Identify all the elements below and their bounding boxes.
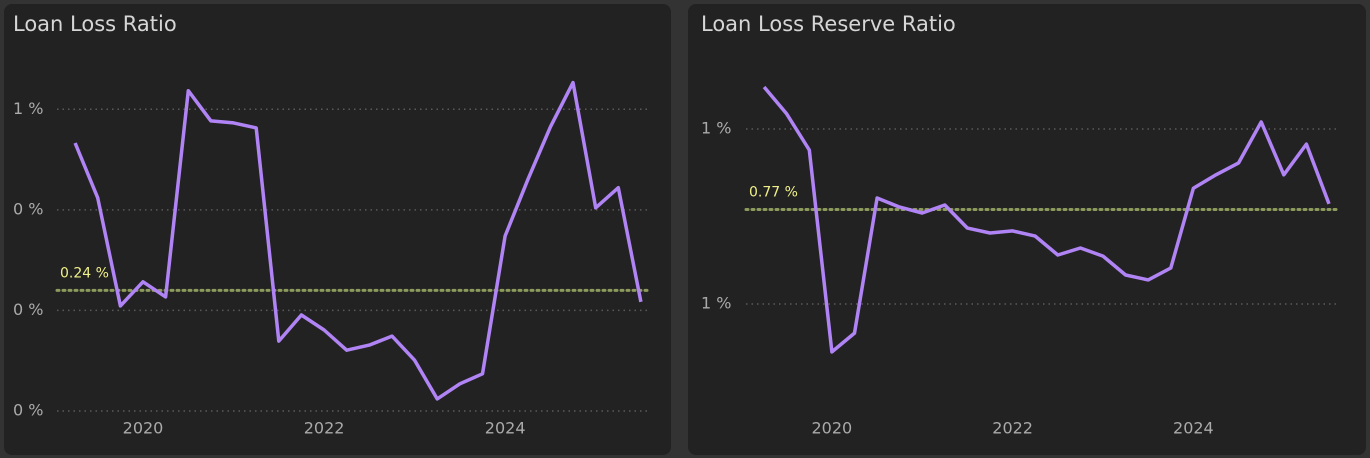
x-tick-label: 2024 <box>1173 419 1214 438</box>
average-label: 0.77 % <box>749 185 798 201</box>
chart-title: Loan Loss Ratio <box>13 12 177 36</box>
x-tick-label: 2020 <box>812 419 853 438</box>
y-tick-label: 1 % <box>701 294 731 313</box>
average-label: 0.24 % <box>60 265 109 281</box>
x-tick-label: 2022 <box>992 419 1033 438</box>
series-line <box>762 85 1331 354</box>
x-tick-label: 2020 <box>123 419 164 438</box>
y-tick-label: 1 % <box>13 99 43 118</box>
x-tick-label: 2024 <box>485 419 526 438</box>
y-tick-label: 0 % <box>13 199 43 218</box>
series-line <box>73 80 643 401</box>
chart-title: Loan Loss Reserve Ratio <box>701 12 956 36</box>
y-tick-label: 0 % <box>13 401 43 420</box>
y-tick-label: 1 % <box>701 119 731 138</box>
panel <box>4 4 671 455</box>
panel <box>688 4 1366 455</box>
y-tick-label: 0 % <box>13 300 43 319</box>
x-tick-label: 2022 <box>304 419 345 438</box>
